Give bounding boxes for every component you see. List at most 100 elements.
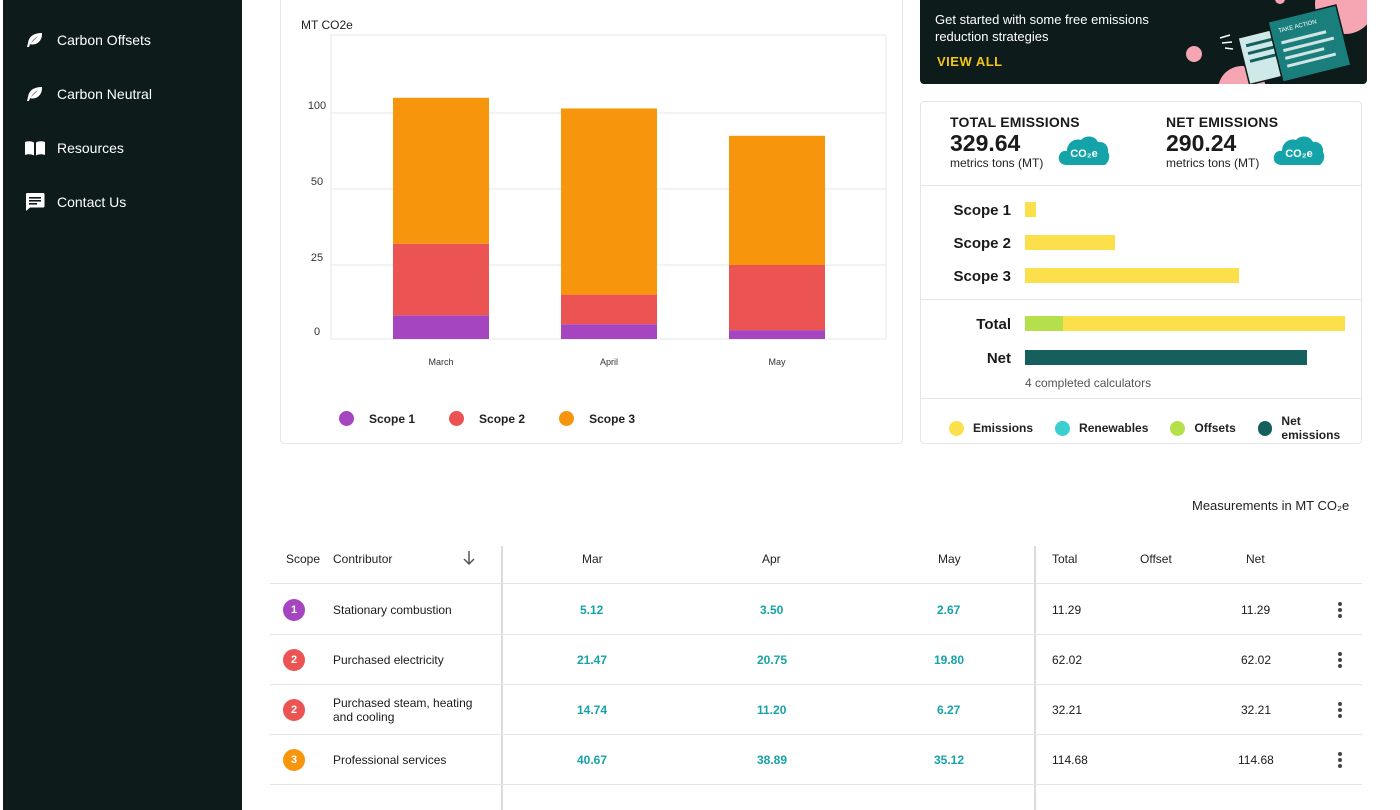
legend-swatch	[449, 411, 465, 426]
table-row[interactable]: 1 Stationary combustion 5.12 3.50 2.67 1…	[270, 585, 1362, 635]
sidebar-item-label: Resources	[57, 140, 124, 156]
contributor-cell: Stationary combustion	[333, 602, 452, 617]
total-value: 11.29	[1052, 602, 1082, 617]
completed-calculators: 4 completed calculators	[1025, 376, 1152, 390]
table-row[interactable]: 3 Professional services 40.67 38.89 35.1…	[270, 735, 1362, 785]
chat-icon	[24, 191, 46, 213]
may-value[interactable]: 6.27	[937, 702, 961, 717]
legend-item-scope-2[interactable]: Scope 2	[449, 411, 525, 426]
x-tick-label: March	[428, 357, 453, 367]
sidebar-item-resources[interactable]: Resources	[24, 133, 124, 163]
sidebar-item-carbon-offsets[interactable]: Carbon Offsets	[24, 25, 151, 55]
sidebar-item-label: Carbon Neutral	[57, 86, 152, 102]
promo-banner: TAKE ACTION Get started with some free e…	[920, 0, 1367, 84]
may-value[interactable]: 35.12	[934, 752, 965, 767]
row-menu-icon[interactable]	[1334, 600, 1346, 620]
net-value: 114.68	[1238, 752, 1274, 767]
column-header-total[interactable]: Total	[1052, 552, 1078, 566]
net-emissions-bar	[1025, 350, 1307, 365]
scope-badge: 2	[283, 698, 305, 721]
apr-value[interactable]: 3.50	[760, 602, 784, 617]
view-all-link[interactable]: VIEW ALL	[937, 54, 1003, 69]
bar-segment	[729, 330, 825, 339]
sidebar: Carbon Offsets Carbon Neutral Resources …	[3, 0, 242, 810]
summary-divider	[921, 398, 1361, 399]
apr-value[interactable]: 11.20	[757, 702, 787, 717]
promo-text: Get started with some free emissions red…	[935, 12, 1149, 44]
row-menu-icon[interactable]	[1334, 750, 1346, 770]
total-bar-label: Total	[976, 316, 1011, 333]
apr-value[interactable]: 38.89	[757, 752, 788, 767]
mar-value[interactable]: 14.74	[577, 702, 608, 717]
may-value[interactable]: 19.80	[934, 652, 965, 667]
total-value: 62.02	[1052, 652, 1083, 667]
co2e-badge-text: CO₂e	[1070, 148, 1098, 160]
scope-badge: 3	[283, 748, 305, 771]
legend-swatch	[1170, 420, 1186, 436]
bar-segment	[393, 243, 489, 316]
legend-label: Scope 3	[589, 411, 636, 426]
book-icon	[24, 137, 46, 159]
co2e-cloud-icon: CO₂e	[1272, 134, 1326, 171]
sidebar-item-label: Contact Us	[57, 194, 127, 210]
legend-swatch	[339, 411, 354, 426]
legend-label: Net emissions	[1281, 414, 1341, 442]
column-header-may[interactable]: May	[938, 552, 961, 566]
summary-header: TOTAL EMISSIONS 329.64 metrics tons (MT)…	[921, 102, 1361, 186]
row-menu-icon[interactable]	[1334, 700, 1346, 720]
legend-label: Scope 1	[369, 411, 416, 426]
legend-item-scope-1[interactable]: Scope 1	[339, 411, 415, 426]
total-offset-bar	[1025, 316, 1063, 331]
take-action-illustration: TAKE ACTION	[1186, 0, 1367, 84]
scope-badge: 1	[283, 598, 305, 621]
legend-swatch	[949, 420, 964, 436]
chart-legend: Scope 1 Scope 2 Scope 3	[339, 411, 635, 426]
mar-value[interactable]: 5.12	[580, 602, 604, 617]
contributor-cell: Purchased steam, heating and cooling	[333, 695, 473, 724]
sort-arrow-icon[interactable]	[462, 550, 476, 569]
legend-swatch	[1055, 420, 1071, 436]
table-row[interactable]: 2 Purchased steam, heating and cooling 1…	[270, 685, 1362, 735]
leaf-icon	[24, 29, 46, 51]
sidebar-item-contact-us[interactable]: Contact Us	[24, 187, 126, 217]
total-emissions-bar	[1025, 316, 1345, 331]
column-header-net[interactable]: Net	[1246, 552, 1265, 566]
scope-3-label: Scope 3	[953, 268, 1011, 285]
bar-segment	[729, 265, 825, 331]
net-emissions-label: NET EMISSIONS	[1166, 114, 1279, 130]
net-bar-label: Net	[986, 350, 1011, 367]
sidebar-item-carbon-neutral[interactable]: Carbon Neutral	[24, 79, 152, 109]
contributor-cell: Professional services	[333, 752, 447, 767]
legend-swatch	[559, 411, 575, 426]
table-row[interactable]: 2 Purchased electricity 21.47 20.75 19.8…	[270, 635, 1362, 685]
co2e-badge-text: CO₂e	[1285, 148, 1313, 160]
x-tick-label: April	[600, 357, 618, 367]
co2e-cloud-icon: CO₂e	[1057, 134, 1111, 171]
legend-item-emissions: Emissions	[949, 414, 1033, 442]
emissions-summary-card: TOTAL EMISSIONS 329.64 metrics tons (MT)…	[920, 101, 1362, 444]
bar-segment	[729, 135, 825, 265]
column-header-contributor[interactable]: Contributor	[333, 552, 393, 566]
legend-item-scope-3[interactable]: Scope 3	[559, 411, 635, 426]
emissions-chart-card: 0 25 50 100 MT CO2e March April May Scope 1 Sco…	[280, 0, 903, 444]
scope-badge: 2	[283, 648, 305, 671]
column-header-offset[interactable]: Offset	[1140, 552, 1172, 566]
column-header-scope[interactable]: Scope	[286, 552, 321, 566]
net-emissions-unit: metrics tons (MT)	[1166, 156, 1260, 170]
total-emissions-value: 329.64	[950, 130, 1021, 156]
net-value: 11.29	[1241, 602, 1271, 617]
row-menu-icon[interactable]	[1334, 650, 1346, 670]
mar-value[interactable]: 21.47	[577, 652, 608, 667]
legend-item-offsets: Offsets	[1170, 414, 1236, 442]
mar-value[interactable]: 40.67	[577, 752, 608, 767]
bar-segment	[561, 108, 657, 295]
total-emissions: TOTAL EMISSIONS 329.64 metrics tons (MT)	[950, 114, 1080, 170]
y-tick-label: 25	[311, 252, 323, 264]
column-header-mar[interactable]: Mar	[582, 552, 603, 566]
legend-swatch	[1257, 420, 1273, 436]
x-tick-label: May	[768, 357, 786, 367]
column-header-apr[interactable]: Apr	[762, 552, 781, 566]
apr-value[interactable]: 20.75	[757, 652, 788, 667]
may-value[interactable]: 2.67	[937, 602, 961, 617]
net-emissions: NET EMISSIONS 290.24 metrics tons (MT)	[1166, 114, 1278, 170]
